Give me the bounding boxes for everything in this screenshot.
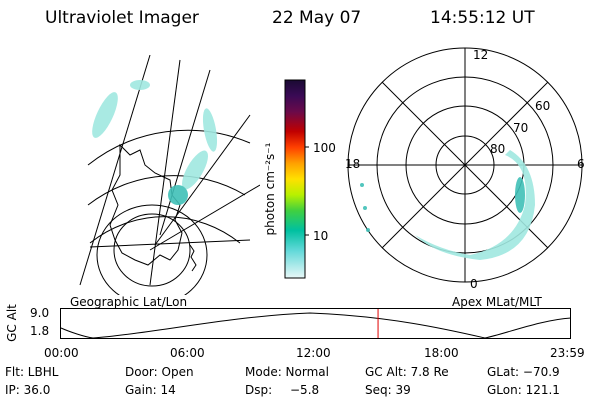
colorbar	[284, 79, 309, 279]
altitude-plot	[60, 308, 572, 339]
aurora-oval-right	[360, 150, 535, 260]
mode-info: Mode: Normal	[245, 365, 329, 379]
instrument-title: Ultraviolet Imager	[45, 8, 199, 28]
altitude-ylabel: GC Alt	[5, 304, 19, 342]
altitude-ytick-bottom: 1.8	[30, 324, 50, 338]
date-label: 22 May 07	[272, 8, 362, 28]
xtick-0600: 06:00	[170, 346, 205, 360]
colorbar-tick-10: 10	[313, 229, 329, 243]
mlt-label-18: 18	[345, 157, 361, 171]
colorbar-tick-100: 100	[313, 141, 336, 155]
mlt-label-0: 0	[470, 277, 478, 291]
mlt-label-12: 12	[473, 48, 489, 62]
xtick-1800: 18:00	[424, 346, 459, 360]
altitude-curve	[60, 312, 572, 339]
colorbar-gradient	[284, 79, 306, 279]
xtick-2359: 23:59	[550, 346, 585, 360]
left-panel-caption: Geographic Lat/Lon	[70, 295, 188, 309]
glon-info: GLon: 121.1	[487, 383, 560, 397]
xtick-0000: 00:00	[44, 346, 79, 360]
lat-label-60: 60	[535, 99, 551, 113]
aurora-oval-left	[92, 80, 218, 205]
ip-info: IP: 36.0	[5, 383, 51, 397]
dsp-value: −5.8	[290, 383, 320, 397]
door-info: Door: Open	[125, 365, 194, 379]
geographic-map	[79, 55, 260, 295]
polar-plot	[347, 47, 583, 283]
xtick-1200: 12:00	[296, 346, 331, 360]
dsp-label: Dsp:	[245, 383, 273, 397]
time-label: 14:55:12 UT	[430, 8, 535, 28]
glat-info: GLat: −70.9	[487, 365, 560, 379]
altitude-ytick-top: 9.0	[30, 306, 50, 320]
gain-info: Gain: 14	[125, 383, 176, 397]
right-panel-caption: Apex MLat/MLT	[452, 295, 542, 309]
gcalt-info: GC Alt: 7.8 Re	[365, 365, 449, 379]
mlt-label-6: 6	[577, 157, 585, 171]
colorbar-unit: photon cm⁻²s⁻¹	[263, 142, 277, 236]
filter-info: Flt: LBHL	[5, 365, 59, 379]
seq-info: Seq: 39	[365, 383, 411, 397]
lat-label-80: 80	[490, 142, 506, 156]
lat-label-70: 70	[513, 121, 529, 135]
